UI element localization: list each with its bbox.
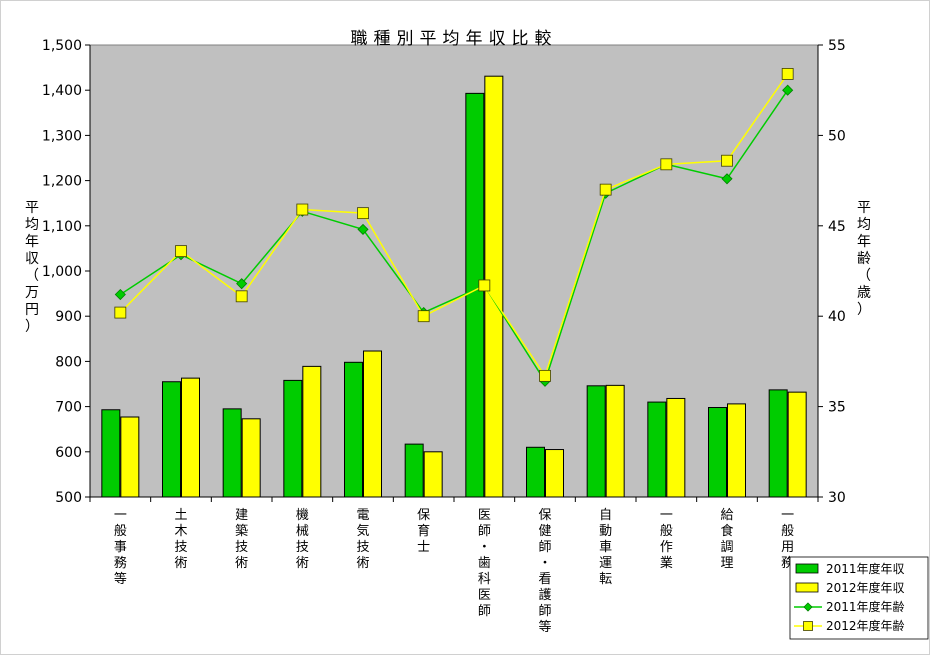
category-label: 給食調理 [720, 508, 733, 571]
line-point [721, 173, 733, 185]
category-label: 一般事務等 [114, 508, 127, 587]
legend-label: 2012年度年収 [826, 580, 905, 595]
line-point [175, 245, 187, 258]
category-label: 保育士 [417, 508, 430, 555]
bar [666, 397, 686, 498]
legend-swatch [795, 563, 819, 574]
bar [727, 403, 746, 498]
right-tick-label: 30 [828, 490, 846, 506]
left-tick-label: 1,300 [42, 128, 82, 144]
legend-label: 2011年度年齢 [826, 599, 905, 614]
legend-marker [803, 621, 813, 631]
bar [222, 408, 242, 498]
left-tick-label: 900 [55, 309, 82, 325]
bar [363, 350, 382, 498]
bar [283, 379, 303, 498]
left-tick-label: 1,200 [42, 174, 82, 190]
bar [647, 401, 667, 498]
bar [181, 377, 200, 498]
right-tick-label: 35 [828, 400, 846, 416]
bar [605, 384, 625, 498]
line-point [235, 290, 248, 303]
legend-label: 2011年度年収 [826, 561, 905, 576]
right-tick-label: 45 [828, 219, 846, 235]
category-label: 電気技術 [356, 508, 369, 571]
line-point [357, 223, 369, 235]
axes-layer: 500 600 700 800 900 1,000 1,100 1,200 1,300 1,400… [25, 38, 871, 635]
right-axis-title: 平均年齢（歳） [857, 200, 871, 318]
line-point [114, 288, 126, 301]
line-point [236, 278, 248, 290]
line-point [721, 154, 733, 167]
left-tick-label: 1,100 [42, 219, 82, 235]
left-tick-label: 1,400 [42, 83, 82, 99]
right-tick-label: 55 [828, 38, 846, 54]
bar [162, 381, 181, 498]
line-point [417, 310, 430, 323]
bar [545, 449, 564, 498]
legend-swatch [795, 582, 819, 593]
line-point [781, 68, 794, 80]
line-point [539, 369, 551, 382]
bar [101, 409, 121, 498]
legend: 2011年度年収 2012年度年収 2011年度年齢 2012年度年齢 [789, 556, 929, 640]
category-label: 自動車運転 [599, 508, 612, 587]
series-line [119, 73, 789, 378]
lines-layer [114, 68, 794, 387]
category-label: 土木技術 [174, 508, 187, 571]
bar [586, 385, 606, 498]
left-tick-label: 800 [55, 354, 82, 370]
bar [302, 365, 322, 498]
left-tick-label: 700 [55, 400, 82, 416]
bar [708, 407, 727, 498]
left-tick-label: 1,000 [42, 264, 82, 280]
line-point [478, 279, 491, 292]
bar [404, 443, 424, 498]
line-point [357, 207, 369, 220]
bar [423, 451, 443, 498]
right-tick-label: 50 [828, 128, 846, 144]
category-label: 保健師・看護師等 [538, 508, 551, 635]
line-point [660, 158, 673, 171]
plot-area [89, 44, 819, 498]
chart-title: 職種別平均年収比較 [351, 29, 558, 49]
legend-marker [803, 602, 813, 612]
bar [526, 446, 545, 498]
line-point [782, 84, 794, 96]
category-label: 建築技術 [235, 508, 248, 571]
bar [241, 418, 261, 498]
left-axis-title: 平均年収（万円） [25, 200, 39, 335]
bar [465, 92, 485, 498]
line-point [599, 183, 612, 196]
category-label: 一般作業 [660, 508, 673, 571]
left-tick-label: 500 [55, 490, 82, 506]
left-tick-label: 1,500 [42, 38, 82, 54]
category-label: 機械技術 [296, 508, 309, 571]
line-point [296, 203, 309, 216]
bar [344, 361, 363, 498]
line-point [114, 306, 127, 319]
bar [787, 391, 807, 498]
series-line [119, 89, 789, 384]
legend-label: 2012年度年齢 [826, 618, 905, 633]
category-label: 医師・歯科医師 [478, 508, 491, 619]
bars-layer [101, 75, 807, 498]
bar [120, 416, 140, 498]
right-tick-label: 40 [828, 309, 846, 325]
left-tick-label: 600 [55, 445, 82, 461]
bar [768, 389, 788, 498]
